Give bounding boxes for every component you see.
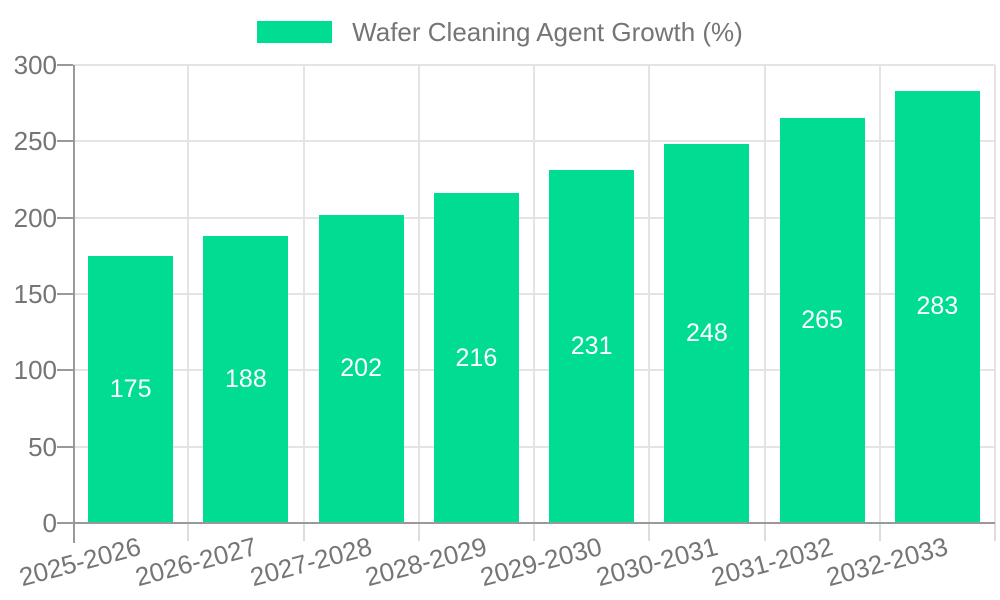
x-axis-tick-label: 2025-2026	[16, 531, 145, 593]
gridline-vertical	[533, 65, 535, 523]
y-axis-tick	[57, 445, 73, 448]
y-axis-tick-label: 250	[13, 126, 57, 157]
y-axis-tick-label: 50	[28, 431, 57, 462]
bar[interactable]: 231	[549, 170, 635, 523]
gridline-vertical	[417, 65, 420, 523]
x-axis-tick	[878, 523, 881, 541]
x-axis-tick	[302, 523, 305, 541]
x-axis-tick-label: 2028-2029	[362, 531, 490, 593]
y-axis-tick-label: 150	[13, 279, 57, 309]
bar-value-label: 202	[340, 354, 382, 383]
legend-label: Wafer Cleaning Agent Growth (%)	[352, 17, 743, 47]
x-axis-tick-label: 2031-2032	[707, 531, 836, 593]
gridline-vertical	[878, 65, 881, 523]
x-axis-tick-label: 2026-2027	[131, 531, 260, 593]
plot-area: 175 188 202 216 231 248 265 283	[57, 64, 996, 543]
x-axis-tick-label: 2029-2030	[477, 531, 606, 593]
gridline-vertical	[302, 65, 305, 523]
gridline-vertical	[763, 65, 766, 523]
y-axis-tick-label: 200	[13, 202, 57, 233]
bar[interactable]: 265	[779, 118, 865, 523]
x-axis-tick-label: 2027-2028	[246, 531, 375, 593]
legend-swatch-icon	[257, 21, 333, 43]
gridline-vertical	[648, 65, 651, 523]
gridline-vertical	[994, 65, 996, 523]
x-axis-tick-label: 2032-2033	[823, 531, 951, 593]
x-axis-tick	[417, 523, 420, 541]
bar[interactable]: 202	[318, 214, 404, 523]
bar-value-label: 265	[801, 306, 843, 335]
bar[interactable]: 216	[433, 193, 519, 523]
bar[interactable]: 248	[664, 144, 750, 523]
bar[interactable]: 283	[894, 90, 980, 523]
x-axis-tick	[187, 523, 190, 541]
bar[interactable]: 175	[88, 255, 174, 523]
bar-value-label: 283	[916, 292, 959, 321]
y-axis-tick	[57, 216, 73, 219]
y-axis-tick	[57, 293, 73, 295]
y-axis-tick	[57, 64, 73, 66]
y-axis-line	[73, 65, 75, 543]
y-axis-tick	[57, 369, 73, 372]
bar-value-label: 188	[225, 365, 267, 393]
y-axis-tick-label: 300	[13, 50, 57, 80]
x-axis-tick	[763, 523, 766, 541]
bar-value-label: 231	[570, 332, 613, 361]
bar[interactable]: 188	[203, 236, 289, 523]
x-axis-line	[57, 522, 995, 524]
bar-value-label: 175	[109, 374, 152, 403]
chart-legend[interactable]: Wafer Cleaning Agent Growth (%)	[0, 18, 1000, 46]
bar-value-label: 248	[686, 319, 728, 348]
gridline-vertical	[187, 65, 190, 523]
y-axis-tick-label: 0	[42, 508, 57, 538]
x-axis-tick	[533, 523, 535, 541]
x-axis-tick-label: 2030-2031	[592, 531, 721, 593]
y-axis-tick	[57, 140, 73, 143]
y-axis-tick-label: 100	[13, 355, 57, 386]
bar-value-label: 216	[455, 343, 498, 372]
x-axis-tick	[648, 523, 651, 541]
x-axis-tick	[994, 523, 996, 541]
